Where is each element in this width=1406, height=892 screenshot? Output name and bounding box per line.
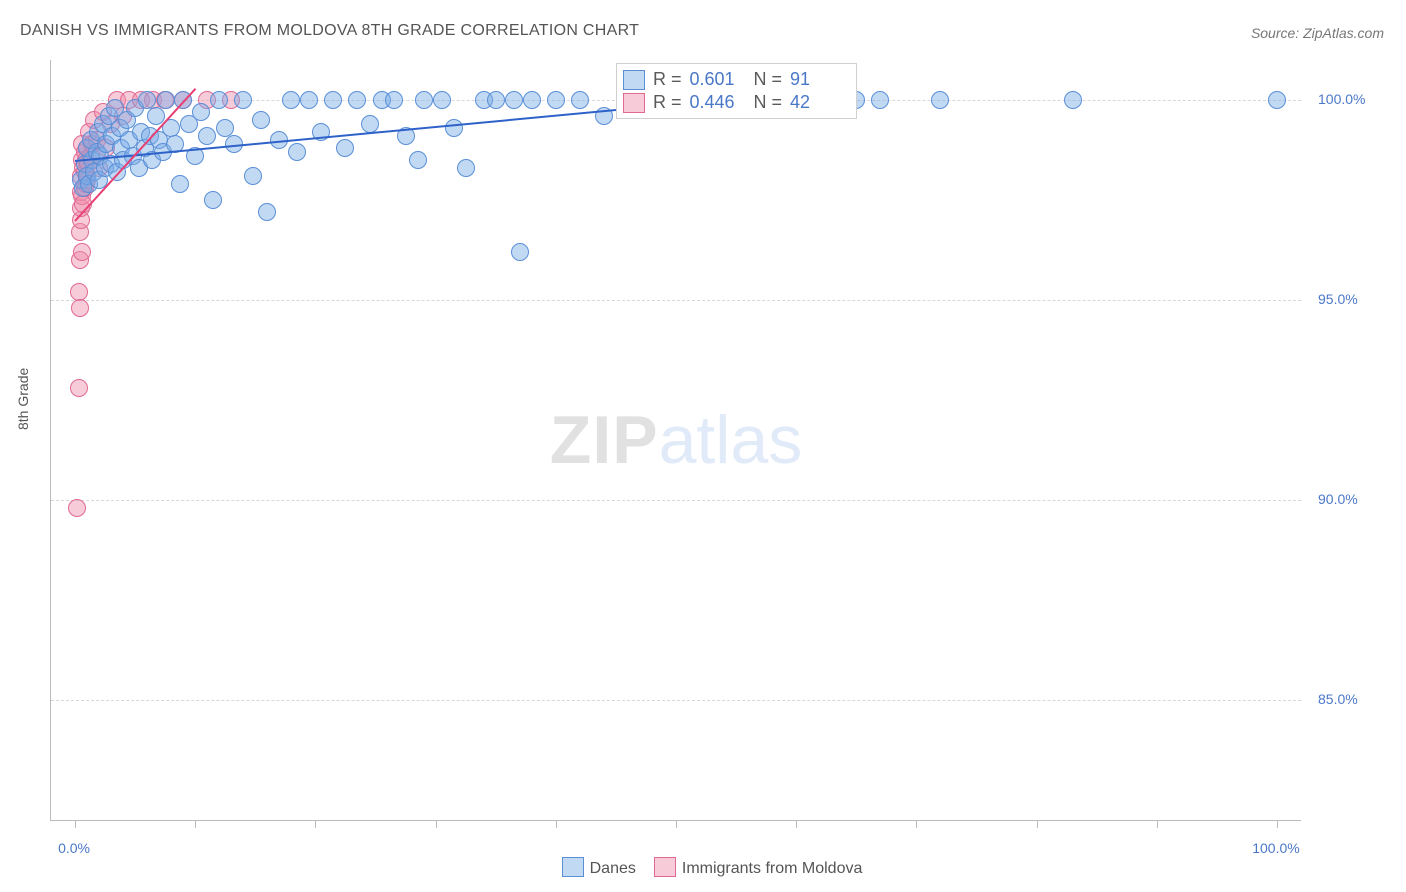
data-point [336,139,354,157]
data-point [445,119,463,137]
stat-value: 0.446 [690,92,746,113]
watermark: ZIPatlas [550,401,802,479]
data-point [571,91,589,109]
bottom-legend: Danes Immigrants from Moldova [0,857,1406,878]
data-point [871,91,889,109]
data-point [252,111,270,129]
data-point [409,151,427,169]
x-tick-label: 100.0% [1252,840,1299,856]
data-point [324,91,342,109]
x-tick [315,820,316,828]
stat-key: R = [653,92,682,113]
gridline [51,300,1301,301]
data-point [244,167,262,185]
x-tick [796,820,797,828]
data-point [931,91,949,109]
data-point [361,115,379,133]
data-point [282,91,300,109]
data-point [511,243,529,261]
data-point [505,91,523,109]
watermark-atlas: atlas [659,402,803,478]
y-axis-title: 8th Grade [15,368,31,430]
data-point [198,127,216,145]
legend-swatch [623,93,645,113]
data-point [487,91,505,109]
data-point [415,91,433,109]
stats-box: R = 0.601 N = 91 R = 0.446 N = 42 [616,63,857,119]
data-point [523,91,541,109]
data-point [457,159,475,177]
y-tick-label: 90.0% [1318,491,1358,507]
source-label: Source: ZipAtlas.com [1251,25,1384,41]
x-tick [1037,820,1038,828]
data-point [385,91,403,109]
data-point [68,499,86,517]
data-point [348,91,366,109]
data-point [210,91,228,109]
legend-label: Immigrants from Moldova [682,860,863,877]
data-point [433,91,451,109]
stat-key: N = [754,69,783,90]
x-tick [1277,820,1278,828]
legend-swatch [654,857,676,877]
data-point [234,91,252,109]
stats-row: R = 0.601 N = 91 [623,68,846,91]
data-point [1268,91,1286,109]
chart-title: DANISH VS IMMIGRANTS FROM MOLDOVA 8TH GR… [20,22,639,40]
watermark-zip: ZIP [550,402,659,478]
stat-key: N = [754,92,783,113]
scatter-plot: ZIPatlas R = 0.601 N = 91 R = 0.446 N = 42 [50,60,1301,821]
data-point [73,243,91,261]
x-tick [436,820,437,828]
data-point [288,143,306,161]
stat-value: 42 [790,92,846,113]
stats-row: R = 0.446 N = 42 [623,91,846,114]
data-point [192,103,210,121]
x-tick-label: 0.0% [58,840,90,856]
data-point [70,379,88,397]
data-point [71,299,89,317]
stat-value: 0.601 [690,69,746,90]
data-point [204,191,222,209]
legend-swatch [623,70,645,90]
gridline [51,500,1301,501]
data-point [258,203,276,221]
x-tick [195,820,196,828]
data-point [171,175,189,193]
data-point [157,91,175,109]
data-point [1064,91,1082,109]
legend-swatch [562,857,584,877]
y-tick-label: 85.0% [1318,691,1358,707]
x-tick [676,820,677,828]
data-point [547,91,565,109]
gridline [51,700,1301,701]
y-tick-label: 100.0% [1318,91,1365,107]
x-tick [1157,820,1158,828]
x-tick [556,820,557,828]
x-tick [75,820,76,828]
legend-label: Danes [590,860,636,877]
x-tick [916,820,917,828]
stat-value: 91 [790,69,846,90]
data-point [300,91,318,109]
y-tick-label: 95.0% [1318,291,1358,307]
stat-key: R = [653,69,682,90]
